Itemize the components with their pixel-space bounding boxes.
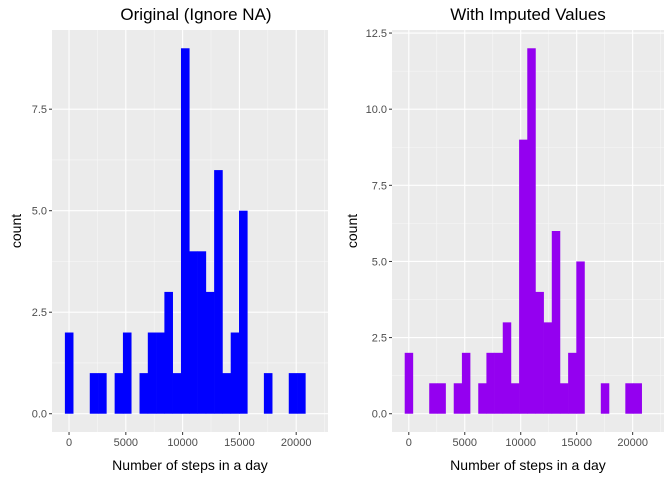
histogram-bar xyxy=(139,373,149,414)
histogram-bar xyxy=(239,210,248,414)
x-axis-title: Number of steps in a day xyxy=(112,457,268,473)
histogram-bar xyxy=(205,291,215,414)
histogram-bar xyxy=(600,383,610,414)
x-tick-label: 5000 xyxy=(453,437,477,449)
histogram-bar xyxy=(568,352,577,414)
histogram-bar xyxy=(222,373,232,414)
histogram-bar xyxy=(147,332,157,414)
histogram-bar xyxy=(429,383,438,414)
x-tick-label: 10000 xyxy=(505,437,536,449)
histogram-bar xyxy=(633,383,642,414)
histogram-bar xyxy=(172,373,182,414)
x-axis-title: Number of steps in a day xyxy=(450,457,606,473)
x-tick-label: 0 xyxy=(66,437,72,449)
histogram-bar xyxy=(461,352,471,414)
histogram-bar xyxy=(625,383,634,414)
x-tick-label: 20000 xyxy=(281,437,312,449)
y-tick-label: 5.0 xyxy=(372,256,387,268)
histogram-bar xyxy=(527,48,536,414)
x-tick-label: 10000 xyxy=(167,437,198,449)
histogram-bar xyxy=(214,170,223,414)
histogram-bar xyxy=(551,231,561,414)
chart-title: Original (Ignore NA) xyxy=(120,5,271,24)
histogram-bar xyxy=(114,373,124,414)
histogram-bar xyxy=(197,251,207,414)
histogram-bar xyxy=(576,261,585,414)
histogram-bar xyxy=(478,383,487,414)
x-tick-label: 5000 xyxy=(114,437,138,449)
x-tick-label: 0 xyxy=(406,437,412,449)
y-tick-label: 7.5 xyxy=(32,104,47,116)
x-tick-label: 20000 xyxy=(617,437,648,449)
histogram-original: 0 5000 10000 15000 20000 0.0 2.5 5.0 7.5 Original… xyxy=(8,5,328,473)
histogram-bar xyxy=(263,373,273,414)
histogram-bar xyxy=(543,322,553,414)
histogram-bar xyxy=(297,373,306,414)
y-tick-label: 0.0 xyxy=(32,409,47,421)
y-axis-title: count xyxy=(344,214,360,248)
histogram-bar xyxy=(64,332,74,414)
histogram-bar xyxy=(559,383,569,414)
histogram-bar xyxy=(535,291,544,414)
histogram-bar xyxy=(288,373,298,414)
histogram-imputed: 0 5000 10000 15000 20000 0.0 2.5 5.0 7.5 10.0 12.5… xyxy=(344,5,664,473)
histogram-bar xyxy=(502,322,512,414)
histogram-bar xyxy=(164,291,173,414)
histogram-bar xyxy=(486,352,495,414)
histogram-bar xyxy=(180,48,190,414)
y-tick-label: 2.5 xyxy=(32,307,47,319)
y-tick-label: 5.0 xyxy=(32,206,47,218)
histogram-bar xyxy=(494,352,504,414)
histogram-bar xyxy=(404,352,414,414)
histogram-bar xyxy=(189,251,198,414)
y-tick-label: 10.0 xyxy=(366,104,387,116)
histogram-bar xyxy=(437,383,446,414)
y-axis-title: count xyxy=(8,214,24,248)
y-tick-label: 0.0 xyxy=(372,409,387,421)
histogram-bar xyxy=(510,383,520,414)
chart-title: With Imputed Values xyxy=(450,5,606,24)
y-tick-label: 2.5 xyxy=(372,333,387,345)
y-tick-label: 7.5 xyxy=(372,180,387,192)
x-tick-label: 15000 xyxy=(224,437,255,449)
y-tick-label: 12.5 xyxy=(366,28,387,40)
histogram-bar xyxy=(519,139,528,414)
x-tick-label: 15000 xyxy=(561,437,592,449)
histogram-bar xyxy=(122,332,132,414)
histogram-bar xyxy=(230,332,240,414)
histogram-bar xyxy=(98,373,107,414)
histogram-bar xyxy=(156,332,165,414)
histogram-bar xyxy=(453,383,463,414)
histogram-bar xyxy=(89,373,99,414)
